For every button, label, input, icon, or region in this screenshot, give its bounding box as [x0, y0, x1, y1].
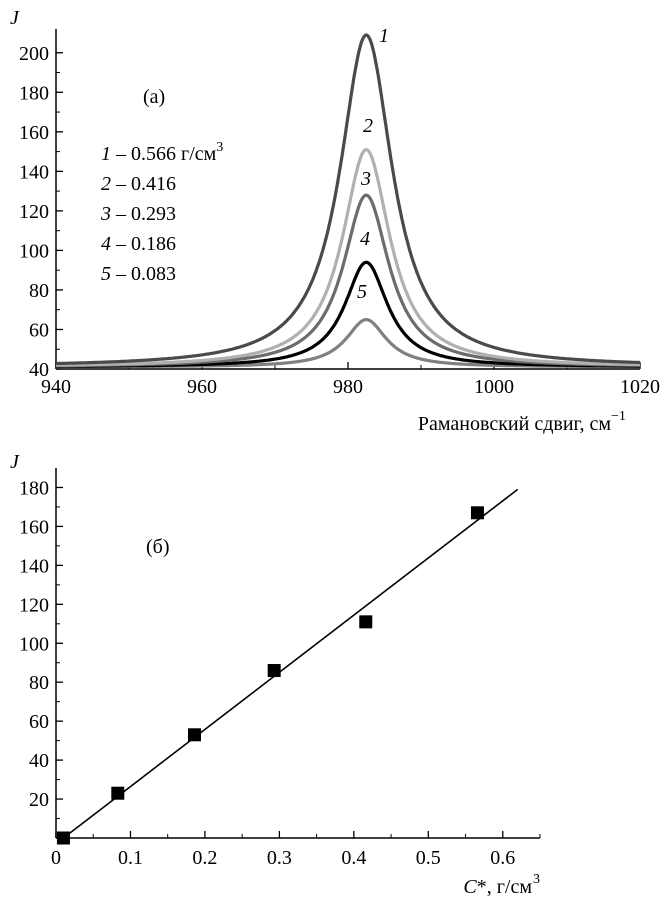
- x-axis-title-symbol: C: [463, 876, 477, 898]
- spectrum-curve-2: [55, 148, 641, 367]
- y-tick-label: 40: [29, 750, 49, 772]
- y-tick-label: 180: [19, 82, 49, 104]
- x-tick-label: 980: [333, 376, 363, 398]
- data-point: [470, 506, 484, 520]
- panel-b-intensity-vs-concentration: 20 40 60 80 100 120 140 160 180 0 0.1 0.2 0.3 0.4 0.5 0…: [10, 451, 541, 898]
- y-tick-label: 160: [19, 122, 49, 144]
- y-tick-label: 100: [19, 633, 49, 655]
- data-point: [187, 728, 201, 742]
- x-tick-label: 960: [187, 376, 217, 398]
- curve-label-3: 3: [360, 168, 371, 190]
- panel-label: (а): [143, 86, 165, 108]
- legend-entry-2: 2 – 0.416: [101, 173, 176, 195]
- y-tick-label: 160: [19, 516, 49, 538]
- curve-label-2: 2: [363, 115, 373, 137]
- x-axis-title-superscript: 3: [533, 872, 540, 887]
- y-tick-label: 120: [19, 201, 49, 223]
- legend-entry-superscript: 3: [216, 140, 223, 155]
- legend-entry-value: – 0.566 г/см: [111, 143, 217, 165]
- legend-entry-number: 1: [101, 143, 111, 165]
- y-tick-label: 140: [19, 161, 49, 183]
- x-axis-title: C*, г/см: [463, 876, 532, 898]
- fit-line: [62, 488, 519, 839]
- panel-label: (б): [146, 536, 170, 558]
- y-tick-label: 80: [29, 672, 49, 694]
- legend-entry-5: 5 – 0.083: [101, 263, 176, 285]
- legend-entry-number: 2: [101, 173, 111, 195]
- x-tick-label: 0: [51, 847, 61, 869]
- y-tick-label: 200: [19, 43, 49, 65]
- legend-entry-value: – 0.293: [111, 203, 176, 225]
- data-point: [359, 615, 373, 629]
- legend-entry-number: 3: [100, 203, 111, 225]
- spectrum-curve-1: [55, 33, 641, 366]
- y-tick-label: 120: [19, 594, 49, 616]
- y-tick-label: 40: [29, 359, 49, 381]
- y-axis-title: J: [10, 451, 20, 473]
- x-axis-title: Рамановский сдвиг, см: [418, 413, 611, 435]
- y-tick-label: 20: [29, 789, 49, 811]
- x-axis-title-superscript: −1: [611, 409, 626, 424]
- y-tick-label: 60: [29, 711, 49, 733]
- x-tick-label: 0.6: [490, 847, 515, 869]
- y-tick-label: 180: [19, 477, 49, 499]
- data-point: [111, 786, 125, 800]
- x-axis-title-unit: *, г/см: [477, 876, 533, 898]
- data-point: [56, 831, 70, 845]
- legend-entry-1: 1 – 0.566 г/см3: [101, 140, 223, 165]
- legend-entry-4: 4 – 0.186: [101, 233, 176, 255]
- legend-entry-value: – 0.416: [111, 173, 176, 195]
- panel-a-raman-spectra: 40 60 80 100 120 140 160 180 200 940 960 980 1000 102…: [10, 7, 660, 435]
- legend-entry-value: – 0.186: [111, 233, 176, 255]
- legend-entry-value: – 0.083: [111, 263, 176, 285]
- y-tick-label: 140: [19, 555, 49, 577]
- x-tick-label: 0.1: [118, 847, 143, 869]
- x-tick-label: 0.5: [416, 847, 441, 869]
- legend-entry-number: 5: [101, 263, 111, 285]
- legend-entry-3: 3 – 0.293: [100, 203, 176, 225]
- curve-label-1: 1: [379, 25, 389, 47]
- x-tick-label: 940: [41, 376, 71, 398]
- legend-entry-number: 4: [101, 233, 111, 255]
- y-tick-label: 60: [29, 319, 49, 341]
- y-axis-title: J: [10, 7, 20, 29]
- y-tick-label: 80: [29, 280, 49, 302]
- y-tick-label: 100: [19, 240, 49, 262]
- x-tick-label: 0.4: [341, 847, 366, 869]
- x-tick-label: 0.2: [192, 847, 217, 869]
- x-tick-label: 1020: [620, 376, 660, 398]
- curve-label-5: 5: [357, 281, 367, 303]
- x-tick-label: 0.3: [267, 847, 292, 869]
- x-tick-label: 1000: [474, 376, 514, 398]
- data-point: [267, 664, 281, 678]
- curve-label-4: 4: [360, 228, 370, 250]
